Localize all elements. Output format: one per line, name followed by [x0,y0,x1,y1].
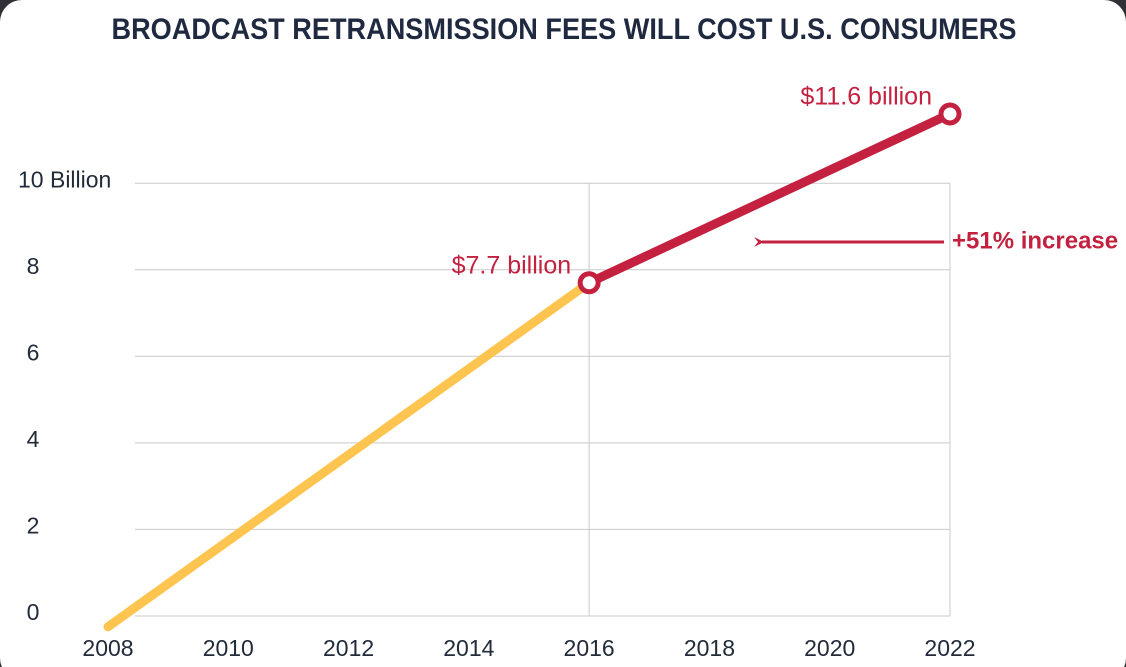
y-tick-label: 0 [27,599,40,625]
x-tick-label: 2010 [203,635,254,661]
x-tick-label: 2012 [323,635,374,661]
y-tick-label: 6 [27,339,40,365]
x-tick-label: 2018 [684,635,735,661]
x-tick-label: 2014 [443,635,494,661]
annotation: +51% increase [952,227,1118,254]
line [584,109,955,288]
point-marker [938,102,962,126]
point-marker [577,271,601,295]
data-label: $11.6 billion [800,83,932,111]
x-tick-label: 2008 [82,635,133,661]
y-tick-label: 2 [27,512,40,538]
y-tick-label: 8 [27,253,40,279]
x-tick-label: 2020 [804,635,855,661]
line [103,278,594,632]
x-tick-label: 2016 [564,635,615,661]
chart-title: BROADCAST RETRANSMISSION FEES WILL COST … [112,13,1017,46]
data-label: $7.7 billion [452,251,572,279]
y-tick-label: 10 Billion [18,166,111,192]
x-tick-label: 2022 [924,635,975,661]
y-tick-label: 4 [27,426,40,452]
